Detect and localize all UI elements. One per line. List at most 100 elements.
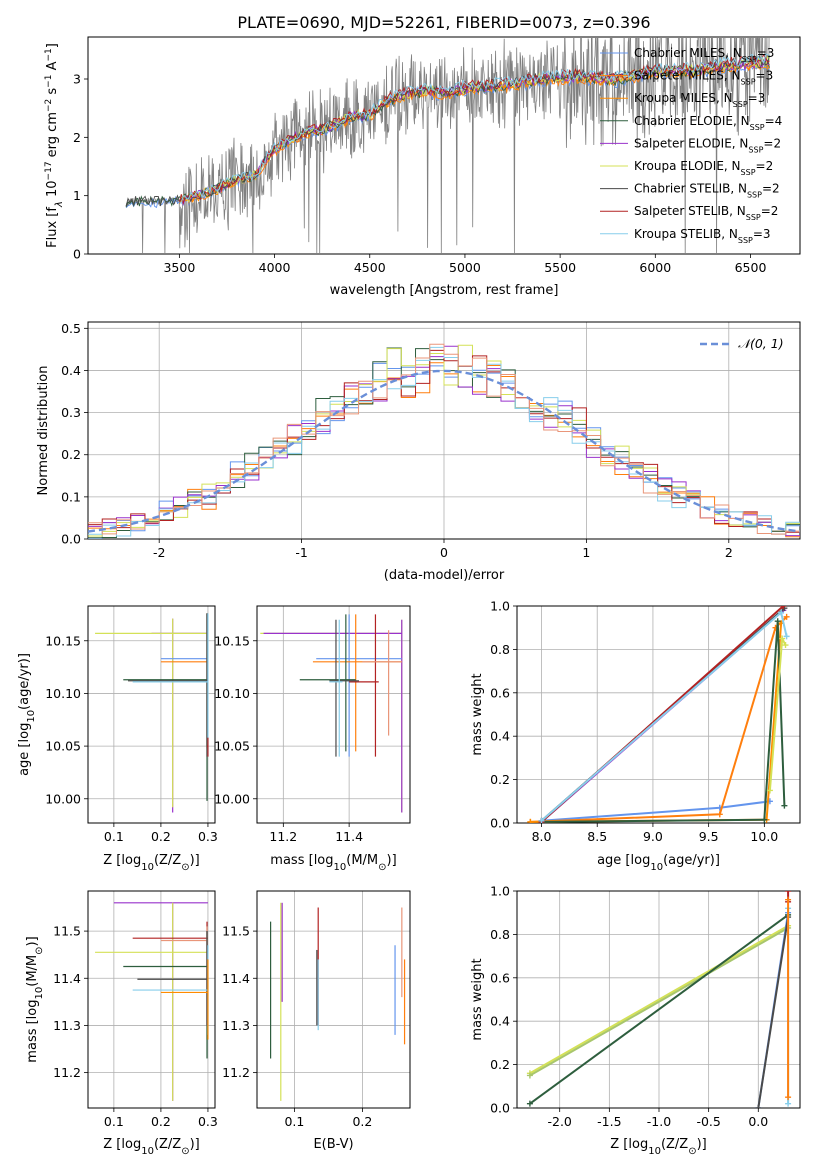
axes-frame bbox=[87, 605, 216, 824]
axes-frame bbox=[516, 605, 801, 824]
x-tick-label: 0 bbox=[440, 545, 448, 560]
y-tick-label: 0.4 bbox=[490, 1014, 510, 1029]
x-tick-label: 0.2 bbox=[352, 1114, 372, 1129]
residual-histogram-step bbox=[88, 343, 800, 535]
legend-entry-label: 𝒩(0, 1) bbox=[738, 336, 784, 351]
spectrum-plot-area bbox=[125, 37, 770, 254]
legend-entry-label: Chabrier MILES, NSSP=3 bbox=[634, 46, 774, 64]
y-tick-label: 0.6 bbox=[490, 685, 510, 700]
y-tick-label: 11.3 bbox=[53, 1018, 81, 1033]
y-tick-label: 10.00 bbox=[214, 791, 250, 806]
y-axis-label: Flux [fλ 10−17 erg cm−2 s−1 A−1] bbox=[44, 43, 65, 248]
mass-weight-line bbox=[529, 927, 789, 1077]
y-tick-label: 11.4 bbox=[222, 971, 250, 986]
x-tick-label: -2.0 bbox=[548, 1114, 572, 1129]
age_vs_mass-plot-area bbox=[260, 614, 403, 813]
weight_vs_Z-panel: -2.0 -1.5 -1.0 -0.5 0.0 0.0 0.2 0.4 0.6 0.8 1.0 Z [… bbox=[470, 884, 801, 1157]
y-tick-label: 10.15 bbox=[45, 633, 81, 648]
mass-weight-marker bbox=[766, 787, 773, 794]
y-tick-label: 11.2 bbox=[222, 1065, 250, 1080]
mass-weight-line bbox=[541, 800, 771, 822]
mass-weight-line bbox=[529, 924, 789, 1075]
x-tick-label: -0.5 bbox=[696, 1114, 720, 1129]
weight_vs_age-panel: 8.0 8.5 9.0 9.5 10.0 0.0 0.2 0.4 0.6 0.8 1.0 age [l… bbox=[470, 599, 801, 873]
weight_vs_Z-plot-area bbox=[526, 891, 792, 1108]
mass-weight-marker bbox=[778, 609, 785, 616]
mass-weight-line bbox=[757, 916, 790, 1108]
residual_hist-panel: -2 -1 0 1 2 0.0 0.1 0.2 0.3 0.4 0.5 𝒩(0, 1) (data-mo… bbox=[36, 321, 801, 583]
legend-entry-label: Kroupa ELODIE, NSSP=2 bbox=[634, 159, 773, 177]
mass-weight-marker bbox=[781, 802, 788, 809]
mass_vs_ebv-panel: 0.1 0.2 11.2 11.3 11.4 11.5 E(B-V) bbox=[222, 890, 411, 1152]
x-tick-label: -1 bbox=[295, 545, 307, 560]
mass-weight-marker bbox=[716, 811, 723, 818]
x-tick-label: 4000 bbox=[259, 260, 291, 275]
x-tick-label: 11.4 bbox=[335, 829, 363, 844]
x-tick-label: -1.0 bbox=[647, 1114, 671, 1129]
y-tick-label: 0.2 bbox=[490, 1057, 510, 1072]
mass-weight-marker bbox=[755, 1105, 762, 1108]
y-tick-label: 0.0 bbox=[490, 816, 510, 831]
y-tick-label: 3 bbox=[73, 72, 81, 87]
axes-frame bbox=[87, 890, 216, 1109]
y-axis-label: age [log10(age/yr)] bbox=[17, 653, 37, 776]
y-tick-label: 0.8 bbox=[490, 642, 510, 657]
x-tick-label: -2 bbox=[153, 545, 165, 560]
observed-spectrum-line bbox=[125, 37, 770, 254]
x-tick-label: 4500 bbox=[354, 260, 386, 275]
axes-frame bbox=[87, 36, 801, 255]
axes-frame bbox=[256, 890, 411, 1109]
x-tick-label: 6000 bbox=[639, 260, 671, 275]
legend-entry-label: Chabrier ELODIE, NSSP=4 bbox=[634, 114, 782, 132]
model-spectrum-line bbox=[179, 53, 770, 205]
weight_vs_age-plot-area bbox=[527, 606, 790, 823]
y-tick-label: 0.6 bbox=[490, 970, 510, 985]
x-tick-label: 8.5 bbox=[587, 829, 607, 844]
age_vs_Z-plot-area bbox=[95, 613, 209, 813]
x-tick-label: 5000 bbox=[449, 260, 481, 275]
y-tick-label: 0.0 bbox=[490, 1101, 510, 1116]
y-axis-label: mass weight bbox=[470, 673, 485, 755]
y-tick-label: 10.10 bbox=[45, 686, 81, 701]
y-tick-label: 11.4 bbox=[53, 971, 81, 986]
y-tick-label: 10.15 bbox=[214, 633, 250, 648]
x-tick-label: 0.1 bbox=[284, 1114, 304, 1129]
mass-weight-marker bbox=[761, 816, 768, 823]
y-tick-label: 10.00 bbox=[45, 791, 81, 806]
age_vs_Z-panel: 0.1 0.2 0.3 10.00 10.05 10.10 10.15 Z [log10(Z/… bbox=[17, 605, 218, 873]
y-tick-label: 11.5 bbox=[222, 924, 250, 939]
y-tick-label: 2 bbox=[73, 130, 81, 145]
y-tick-label: 11.3 bbox=[222, 1018, 250, 1033]
figure-title: PLATE=0690, MJD=52261, FIBERID=0073, z=0… bbox=[237, 13, 650, 32]
y-tick-label: 10.10 bbox=[214, 686, 250, 701]
y-tick-label: 0.5 bbox=[61, 321, 81, 336]
x-tick-label: 9.0 bbox=[643, 829, 663, 844]
y-tick-label: 0.4 bbox=[490, 729, 510, 744]
x-tick-label: 5500 bbox=[544, 260, 576, 275]
x-tick-label: 0.3 bbox=[198, 1114, 218, 1129]
x-tick-label: 0.2 bbox=[151, 1114, 171, 1129]
x-tick-label: 6500 bbox=[735, 260, 767, 275]
x-tick-label: 3500 bbox=[163, 260, 195, 275]
mass-weight-marker bbox=[785, 1094, 792, 1101]
legend-entry-label: Kroupa MILES, NSSP=3 bbox=[634, 91, 765, 109]
y-axis-label: mass [log10(M/M⊙)] bbox=[25, 936, 45, 1062]
mass-weight-line bbox=[529, 914, 789, 1105]
y-tick-label: 1.0 bbox=[490, 884, 510, 899]
x-axis-label: Z [log10(Z/Z⊙)] bbox=[103, 853, 200, 873]
x-axis-label: Z [log10(Z/Z⊙)] bbox=[610, 1137, 707, 1157]
residual-histogram-step bbox=[88, 344, 800, 537]
y-axis-label: Normed distribution bbox=[36, 366, 51, 496]
x-axis-label: age [log10(age/yr)] bbox=[597, 853, 720, 873]
mass-weight-marker bbox=[526, 1072, 533, 1079]
mass-weight-marker bbox=[783, 613, 790, 620]
mass-weight-marker bbox=[785, 1100, 792, 1107]
mass-weight-marker bbox=[779, 635, 786, 642]
x-axis-label: E(B-V) bbox=[313, 1137, 353, 1152]
x-tick-label: 0.1 bbox=[104, 1114, 124, 1129]
y-tick-label: 0 bbox=[73, 247, 81, 262]
y-tick-label: 0.2 bbox=[490, 772, 510, 787]
mass-weight-marker bbox=[782, 642, 789, 649]
mass-weight-marker bbox=[785, 896, 792, 903]
